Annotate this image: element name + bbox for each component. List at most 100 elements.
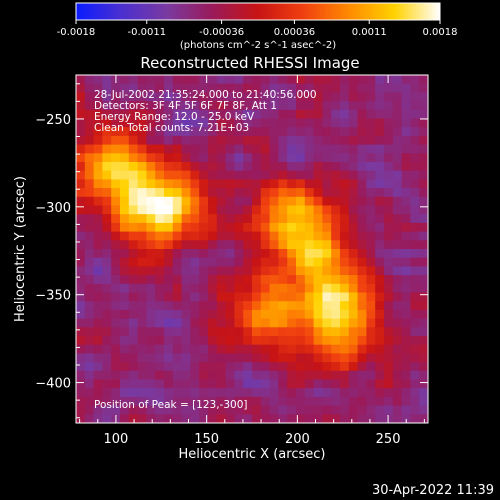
y-axis-label: Heliocentric Y (arcsec) [13,176,28,322]
heatmap-cell [278,388,288,398]
heatmap-cell [137,362,147,372]
heatmap-cell [128,257,139,267]
heatmap-cell [102,231,112,241]
heatmap-cell [375,336,385,346]
heatmap-cell [155,301,165,311]
heatmap-cell [322,92,332,102]
heatmap-cell [392,301,403,311]
heatmap-cell [190,118,200,128]
heatmap-cell [366,188,376,198]
heatmap-cell [252,249,262,259]
heatmap-cell [234,101,244,111]
heatmap-cell [164,249,174,259]
heatmap-cell [252,309,262,320]
heatmap-cell [146,231,156,241]
heatmap-cell [146,75,156,85]
heatmap-cell [190,275,200,285]
heatmap-cell [199,362,209,372]
heatmap-cell [322,188,332,198]
heatmap-cell [234,135,244,146]
heatmap-cell [102,344,112,354]
heatmap-cell [137,92,147,102]
heatmap-cell [348,214,359,224]
heatmap-cell [410,249,420,259]
heatmap-cell [340,240,350,250]
heatmap-cell [137,127,147,137]
heatmap-cell [375,153,385,163]
heatmap-cell [384,135,394,146]
heatmap-cell [331,318,341,328]
heatmap-cell [155,336,165,346]
heatmap-cell [348,231,359,241]
heatmap-cell [84,344,95,354]
heatmap-cell [93,83,103,93]
heatmap-cell [93,396,103,407]
heatmap-cell [181,275,191,285]
heatmap-cell [269,162,279,172]
heatmap-cell [410,92,420,102]
heatmap-cell [102,179,112,189]
heatmap-cell [366,135,376,146]
heatmap-cell [199,109,209,119]
heatmap-cell [278,396,288,407]
heatmap-cell [410,414,420,424]
heatmap-cell [401,275,411,285]
heatmap-cell [357,405,367,415]
heatmap-cell [111,301,121,311]
heatmap-cell [155,231,165,241]
heatmap-cell [410,336,420,346]
heatmap-cell [331,292,341,302]
heatmap-cell [304,249,315,259]
heatmap-cell [375,135,385,146]
heatmap-cell [287,414,297,424]
heatmap-cell [243,379,253,389]
heatmap-cell [164,309,174,320]
heatmap-cell [269,318,279,328]
heatmap-cell [340,153,350,163]
heatmap-cell [137,257,147,267]
heatmap-cell [269,292,279,302]
heatmap-cell [93,344,103,354]
heatmap-cell [128,318,139,328]
heatmap-cell [190,344,200,354]
heatmap-cell [84,257,95,267]
heatmap-cell [410,301,420,311]
heatmap-cell [287,275,297,285]
heatmap-cell [304,336,315,346]
heatmap-cell [357,396,367,407]
heatmap-cell [120,283,130,293]
heatmap-cell [357,336,367,346]
heatmap-cell [76,240,86,250]
heatmap-cell [419,301,429,311]
heatmap-cell [313,266,323,276]
heatmap-cell [348,309,359,320]
heatmap-cell [296,388,306,398]
heatmap-cell [120,222,130,233]
heatmap-cell [269,222,279,233]
heatmap-cell [366,344,376,354]
heatmap-cell [199,336,209,346]
heatmap-cell [146,309,156,320]
heatmap-cell [155,101,165,111]
heatmap-cell [155,362,165,372]
heatmap-cell [419,188,429,198]
heatmap-cell [296,214,306,224]
heatmap-cell [128,362,139,372]
heatmap-cell [76,327,86,337]
heatmap-cell [146,222,156,233]
heatmap-cell [120,231,130,241]
heatmap-cell [375,231,385,241]
heatmap-cell [102,75,112,85]
heatmap-cell [199,275,209,285]
heatmap-cell [260,318,271,328]
heatmap-cell [120,344,130,354]
heatmap-cell [172,109,183,119]
heatmap-cell [313,75,323,85]
heatmap-cell [401,109,411,119]
heatmap-cell [84,318,95,328]
heatmap-cell [164,275,174,285]
heatmap-cell [216,188,227,198]
heatmap-cell [322,344,332,354]
heatmap-cell [252,83,262,93]
heatmap-cell [137,405,147,415]
